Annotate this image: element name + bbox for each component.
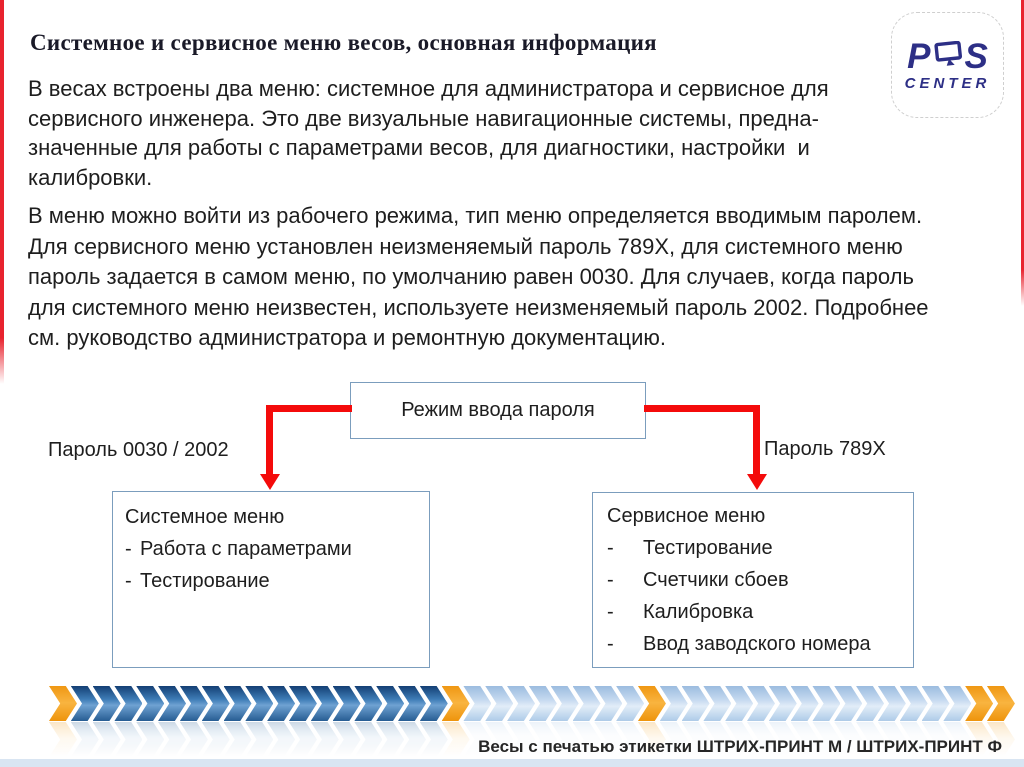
- right-arrow-head-icon: [747, 474, 767, 490]
- system-menu-box: Системное меню - Работа с параметрами - …: [112, 491, 430, 668]
- chevron-orange: [49, 686, 77, 721]
- list-item: - Тестирование: [125, 565, 423, 597]
- left-arrow-horizontal: [266, 405, 352, 412]
- system-menu-title: Системное меню: [125, 506, 285, 528]
- logo-center-text: CENTER: [904, 74, 991, 92]
- red-accent-right: [1021, 0, 1024, 306]
- service-password-label: Пароль 789Х: [764, 438, 886, 460]
- list-item: - Счетчики сбоев: [607, 564, 907, 596]
- dash-bullet: -: [607, 569, 614, 591]
- reflection-fade-overlay: [40, 722, 1024, 759]
- list-item: - Калибровка: [607, 596, 907, 628]
- logo-pos-wordmark: P S: [907, 39, 988, 74]
- right-arrow-horizontal: [644, 405, 760, 412]
- system-password-label: Пароль 0030 / 2002: [48, 439, 229, 461]
- system-menu-item: Тестирование: [140, 570, 270, 592]
- service-menu-item: Тестирование: [643, 537, 773, 559]
- dash-bullet: -: [125, 570, 132, 592]
- system-menu-item: Работа с параметрами: [140, 538, 352, 560]
- page-title: Системное и сервисное меню весов, основн…: [30, 30, 657, 55]
- bottom-accent-strip: [0, 759, 1024, 767]
- chevron-band: [49, 686, 1015, 721]
- dash-bullet: -: [607, 537, 614, 559]
- logo-letter-p: P: [907, 36, 931, 76]
- logo-letter-s: S: [964, 36, 988, 76]
- menu-access-paragraph: В меню можно войти из рабочего режима, т…: [28, 203, 929, 350]
- list-item: - Работа с параметрами: [125, 533, 423, 565]
- right-arrow-vertical: [753, 405, 760, 475]
- password-mode-label: Режим ввода пароля: [401, 399, 595, 421]
- footer-caption: Весы с печатью этикетки ШТРИХ-ПРИНТ М / …: [478, 737, 1002, 756]
- dash-bullet: -: [607, 601, 614, 623]
- dash-bullet: -: [125, 538, 132, 560]
- service-menu-box: Сервисное меню - Тестирование - Счетчики…: [592, 492, 914, 668]
- poscenter-logo: P S CENTER: [891, 12, 1004, 118]
- list-item: - Ввод заводского номера: [607, 628, 907, 660]
- left-arrow-head-icon: [260, 474, 280, 490]
- service-menu-item: Калибровка: [643, 601, 754, 623]
- monitor-icon: [933, 41, 962, 66]
- red-accent-left: [0, 0, 4, 384]
- dash-bullet: -: [607, 633, 614, 655]
- password-mode-box: Режим ввода пароля: [350, 382, 646, 439]
- left-arrow-vertical: [266, 405, 273, 475]
- list-item: - Тестирование: [607, 532, 907, 564]
- intro-paragraph: В весах встроены два меню: системное для…: [28, 76, 829, 190]
- service-menu-title: Сервисное меню: [607, 505, 766, 527]
- service-menu-item: Ввод заводского номера: [643, 633, 871, 655]
- service-menu-item: Счетчики сбоев: [643, 569, 789, 591]
